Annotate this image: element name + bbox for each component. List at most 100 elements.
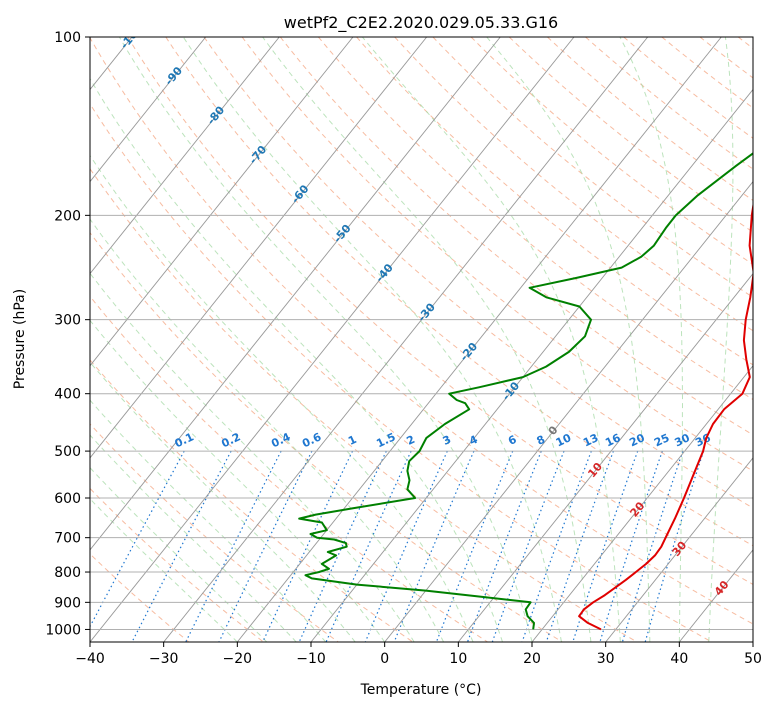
- y-axis-label: Pressure (hPa): [12, 289, 28, 389]
- isotherm: [384, 180, 753, 642]
- isotherm-label: 40: [712, 578, 732, 598]
- y-tick-label: 300: [54, 313, 81, 329]
- moist-adiabat: [262, 37, 592, 642]
- isotherm-label: -90: [162, 64, 185, 88]
- isotherm: [90, 37, 501, 551]
- dry-adiabat: [90, 231, 563, 642]
- mixing-ratio-label: 6: [506, 433, 519, 448]
- mixing-ratio-label: 16: [603, 431, 623, 449]
- y-tick-label: 600: [54, 491, 81, 507]
- isotherm: [90, 37, 428, 459]
- dry-adiabat: [623, 37, 753, 139]
- mixing-ratio-line: [466, 450, 542, 642]
- temperature-line: [578, 201, 753, 631]
- moist-adiabat: [90, 218, 445, 642]
- mixing-ratio-line: [131, 450, 232, 642]
- mixing-ratio-line: [218, 450, 313, 642]
- mixing-ratio-label: 13: [581, 431, 600, 449]
- x-tick-label: 40: [670, 651, 688, 667]
- isotherm: [310, 88, 753, 642]
- x-tick-label: 0: [380, 651, 389, 667]
- x-tick-label: −20: [223, 651, 253, 667]
- y-tick-label: 100: [54, 30, 81, 46]
- plot-area: [90, 37, 753, 642]
- isotherm: [90, 37, 280, 275]
- x-tick-label: −10: [296, 651, 326, 667]
- dry-adiabat: [241, 37, 753, 472]
- isotherm-label: -20: [457, 340, 480, 364]
- x-tick-label: −40: [75, 651, 105, 667]
- x-axis-label: Temperature (°C): [360, 682, 482, 698]
- moist-adiabat: [619, 37, 683, 642]
- dry-adiabat: [165, 37, 753, 547]
- mixing-ratio-label: 3: [441, 433, 453, 448]
- isotherm: [163, 37, 649, 642]
- mixing-ratio-label: 0.6: [300, 430, 323, 450]
- isotherm: [90, 37, 575, 642]
- y-tick-label: 200: [54, 208, 81, 224]
- moist-adiabat: [486, 37, 651, 642]
- isotherm: [236, 37, 722, 642]
- isotherm: [605, 457, 753, 642]
- mixing-ratio-label: 0.2: [219, 430, 242, 450]
- dry-adiabat: [90, 167, 638, 642]
- mixing-ratio-label: 1.5: [374, 430, 397, 450]
- dry-adiabat: [90, 423, 339, 642]
- mixing-ratio-label: 10: [554, 431, 574, 449]
- y-tick-label: 800: [54, 565, 81, 581]
- mixing-ratio-label: 2: [405, 433, 417, 448]
- isotherm-label: -40: [373, 261, 396, 285]
- moist-adiabat: [90, 154, 474, 642]
- moist-adiabat: [90, 498, 238, 642]
- mixing-ratio-label: 0.4: [269, 430, 292, 450]
- chart-title: wetPf2_C2E2.2020.029.05.33.G16: [284, 13, 558, 33]
- moist-adiabat: [90, 434, 297, 642]
- isotherm: [531, 365, 753, 642]
- moist-adiabat: [90, 77, 503, 642]
- moist-adiabat: [90, 361, 356, 642]
- isotherm: [457, 272, 753, 642]
- mixing-ratio-label: 25: [652, 431, 671, 449]
- dry-adiabat: [318, 37, 753, 401]
- mixing-ratio-line: [393, 450, 475, 642]
- isotherm-label: -60: [289, 182, 312, 206]
- dry-adiabat: [356, 37, 753, 366]
- x-tick-label: 50: [744, 651, 762, 667]
- isotherm-label: -80: [205, 103, 228, 127]
- mixing-ratio-label: 30: [673, 431, 693, 449]
- dry-adiabat: [547, 37, 753, 201]
- mixing-ratio-line: [599, 450, 663, 642]
- moist-adiabat: [708, 37, 734, 642]
- dry-adiabat: [90, 37, 753, 625]
- moist-adiabat: [182, 37, 562, 642]
- moist-adiabat: [362, 37, 621, 642]
- mixing-ratio-line: [545, 450, 614, 642]
- y-tick-label: 400: [54, 387, 81, 403]
- moist-adiabat: [118, 37, 533, 642]
- dry-adiabat: [394, 37, 753, 332]
- plot-frame: [89, 36, 754, 643]
- mixing-ratio-line: [90, 450, 185, 628]
- moist-adiabat: [90, 399, 327, 642]
- mixing-ratio-label: 8: [535, 433, 547, 448]
- y-tick-label: 900: [54, 595, 81, 611]
- axes: −40 −30 −20 −10 0 10 20 30 40 5010020030040050060…: [45, 30, 762, 667]
- isotherm: [752, 641, 753, 642]
- isotherm-label: -50: [331, 222, 354, 246]
- x-tick-label: −30: [149, 651, 179, 667]
- profile-layer: [298, 152, 753, 631]
- dry-adiabat: [470, 37, 753, 266]
- dry-adiabat: [90, 487, 264, 642]
- mixing-ratio-line: [262, 450, 354, 642]
- isotherm: [90, 37, 207, 183]
- isotherm-label: -30: [415, 300, 438, 324]
- mixing-ratio-line: [364, 450, 448, 642]
- mixing-ratio-label: 0.1: [173, 430, 196, 450]
- mixing-ratio-label: 1: [346, 433, 358, 448]
- dry-adiabat: [432, 37, 753, 298]
- mixing-ratio-line: [298, 450, 387, 642]
- mixing-ratio-label: 4: [467, 433, 480, 448]
- y-tick-label: 700: [54, 531, 81, 547]
- isopleth-labels: -100-90-80-70-60-50-40-30-20-10010203040…: [118, 37, 732, 598]
- dry-adiabat: [90, 553, 190, 642]
